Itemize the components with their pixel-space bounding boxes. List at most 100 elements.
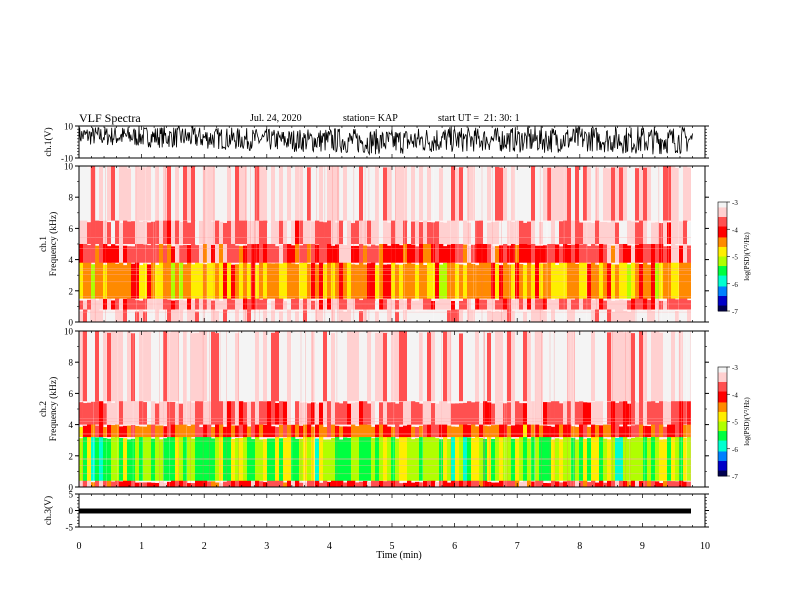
spectrogram-cell bbox=[107, 307, 112, 322]
spectrogram-cell bbox=[83, 166, 88, 221]
spectrogram-cell bbox=[503, 437, 508, 481]
colorbar-segment bbox=[718, 294, 727, 297]
spectrogram-cell bbox=[443, 309, 448, 322]
spectrogram-cell bbox=[503, 297, 508, 310]
spectrogram-cell bbox=[139, 332, 144, 402]
spectrogram-cell bbox=[271, 219, 276, 244]
spectrogram-cell bbox=[311, 300, 316, 310]
spectrogram-cell bbox=[395, 423, 400, 438]
spectrogram-cell bbox=[295, 400, 300, 425]
spectrogram-cell bbox=[447, 244, 452, 263]
spectrogram-cell bbox=[91, 331, 96, 402]
colorbar-segment bbox=[718, 403, 727, 406]
spectrogram-cell bbox=[195, 311, 200, 322]
spectrogram-cell bbox=[335, 222, 340, 244]
colorbar-segment bbox=[718, 414, 727, 417]
spectrogram-cell bbox=[455, 243, 460, 263]
spectrogram-cell bbox=[299, 482, 304, 487]
spectrogram-cell bbox=[95, 300, 100, 310]
spectrogram-cell bbox=[415, 246, 420, 263]
colorbar-segment bbox=[718, 451, 727, 454]
spectrogram-cell bbox=[247, 309, 252, 322]
spectrogram-cell bbox=[663, 246, 668, 263]
spectrogram-cell bbox=[343, 426, 348, 438]
spectrogram-cell bbox=[147, 166, 152, 221]
spectrogram-cell bbox=[263, 296, 268, 310]
spectrogram-cell bbox=[91, 401, 96, 425]
spectrogram-cell bbox=[475, 311, 480, 322]
spectrogram-cell bbox=[567, 400, 572, 425]
spectrogram-cell bbox=[163, 331, 168, 402]
spectrogram-cell bbox=[163, 245, 168, 263]
spectrogram-cell bbox=[395, 479, 400, 487]
spectrogram-cell bbox=[171, 220, 176, 244]
spectrogram-cell bbox=[351, 402, 356, 425]
spectrogram-cell bbox=[247, 331, 252, 402]
spectrogram-cell bbox=[147, 245, 152, 263]
spectrogram-cell bbox=[467, 479, 472, 487]
colorbar-segment bbox=[718, 253, 727, 256]
spectrogram-cell bbox=[535, 218, 540, 244]
spectrogram-cell bbox=[119, 399, 124, 425]
spectrogram-cell bbox=[495, 424, 500, 438]
spectrogram-cell bbox=[295, 242, 300, 263]
colorbar-segment bbox=[718, 454, 727, 457]
spectrogram-cell bbox=[595, 401, 600, 425]
spectrogram-cell bbox=[199, 220, 204, 244]
spectrogram-cell bbox=[459, 264, 464, 299]
spectrogram-cell bbox=[227, 422, 232, 438]
spectrogram-cell bbox=[283, 301, 288, 310]
spectrogram-cell bbox=[139, 241, 144, 263]
spectrogram-cell bbox=[259, 331, 264, 402]
x-tick-label: 9 bbox=[640, 541, 645, 552]
colorbar-segment bbox=[718, 459, 727, 462]
spectrogram-cell bbox=[355, 245, 360, 263]
spectrogram-cell bbox=[611, 167, 616, 221]
spectrogram-cell bbox=[375, 424, 380, 438]
spectrogram-cell bbox=[683, 481, 688, 487]
spectrogram-cell bbox=[535, 245, 540, 263]
spectrogram-cell bbox=[635, 297, 640, 310]
spectrogram-cell bbox=[375, 245, 380, 263]
spectrogram-cell bbox=[247, 242, 252, 263]
spectrogram-cell bbox=[679, 435, 684, 481]
spectrogram-cell bbox=[683, 399, 688, 425]
spectrogram-cell bbox=[87, 299, 92, 310]
spectrogram-cell bbox=[503, 260, 508, 299]
spectrogram-cell bbox=[511, 299, 516, 310]
spectrogram-cell bbox=[79, 311, 84, 322]
spectrogram-cell bbox=[159, 331, 164, 402]
spectrogram-cell bbox=[515, 399, 520, 425]
spectrogram-cell bbox=[663, 220, 668, 244]
spectrogram-cell bbox=[343, 166, 348, 221]
spectrogram-cell bbox=[639, 263, 644, 299]
spectrogram-cell bbox=[275, 478, 280, 487]
spectrogram-cell bbox=[207, 218, 212, 244]
spectrogram-cell bbox=[423, 219, 428, 244]
spectrogram-cell bbox=[147, 332, 152, 402]
spectrogram-cell bbox=[187, 262, 192, 299]
spectrogram-cell bbox=[271, 300, 276, 310]
spectrogram-cell bbox=[459, 309, 464, 322]
spectrogram-cell bbox=[539, 245, 544, 263]
colorbar-segment bbox=[718, 257, 727, 260]
spectrogram-cell bbox=[655, 422, 660, 438]
spectrogram-cell bbox=[159, 260, 164, 299]
spectrogram-cell bbox=[587, 309, 592, 322]
spectrogram-cell bbox=[627, 426, 632, 438]
spectrogram-cell bbox=[207, 242, 212, 263]
y-tick-label: 0 bbox=[69, 506, 74, 516]
spectrogram-cell bbox=[199, 245, 204, 263]
spectrogram-cell bbox=[95, 331, 100, 402]
spectrogram-cell bbox=[627, 168, 632, 221]
spectrogram-cell bbox=[523, 423, 528, 438]
spectrogram-cell bbox=[115, 435, 120, 481]
spectrogram-cell bbox=[395, 242, 400, 263]
spectrogram-cell bbox=[523, 168, 528, 221]
spectrogram-cell bbox=[323, 264, 328, 299]
spectrogram-cell bbox=[127, 439, 132, 481]
spectrogram-cell bbox=[671, 331, 676, 402]
spectrogram-cell bbox=[123, 400, 128, 425]
spectrogram-cell bbox=[235, 480, 240, 487]
spectrogram-cell bbox=[335, 425, 340, 438]
